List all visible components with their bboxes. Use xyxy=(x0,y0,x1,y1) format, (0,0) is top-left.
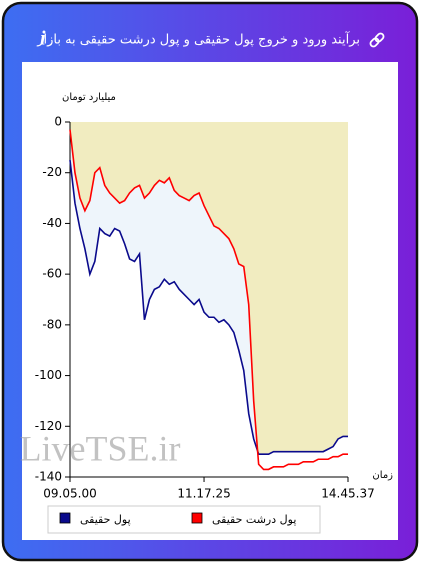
area-fill xyxy=(70,160,348,478)
y-tick-label: -100 xyxy=(35,368,62,382)
y-axis-label: میلیارد تومان xyxy=(62,92,116,103)
info-icon[interactable]: i xyxy=(40,28,46,50)
y-tick-label: -60 xyxy=(42,267,62,281)
y-tick-label: -20 xyxy=(42,165,62,179)
legend-swatch xyxy=(59,512,71,524)
x-tick-label: 14.45.37 xyxy=(321,487,374,501)
x-tick-label: 11.17.25 xyxy=(177,487,230,501)
series-line xyxy=(69,159,348,455)
y-tick-label: -140 xyxy=(35,470,62,484)
y-tick-label: -80 xyxy=(42,317,62,331)
x-axis-label: زمان xyxy=(372,470,393,481)
link-icon[interactable] xyxy=(369,32,385,48)
y-tick-label: -120 xyxy=(35,419,62,433)
header-title: برآیند ورود و خروج پول حقیقی و پول درشت … xyxy=(36,31,360,48)
y-tick-label: 0 xyxy=(54,115,62,129)
legend-label: پول حقیقی xyxy=(80,513,131,526)
series-line xyxy=(69,129,348,471)
legend-swatch xyxy=(191,512,203,524)
y-tick-label: -40 xyxy=(42,216,62,230)
legend-label: پول درشت حقیقی xyxy=(212,513,296,526)
watermark: LiveTSE.ir xyxy=(20,428,181,468)
x-tick-label: 09.05.00 xyxy=(43,487,96,501)
legend-box xyxy=(47,505,321,534)
